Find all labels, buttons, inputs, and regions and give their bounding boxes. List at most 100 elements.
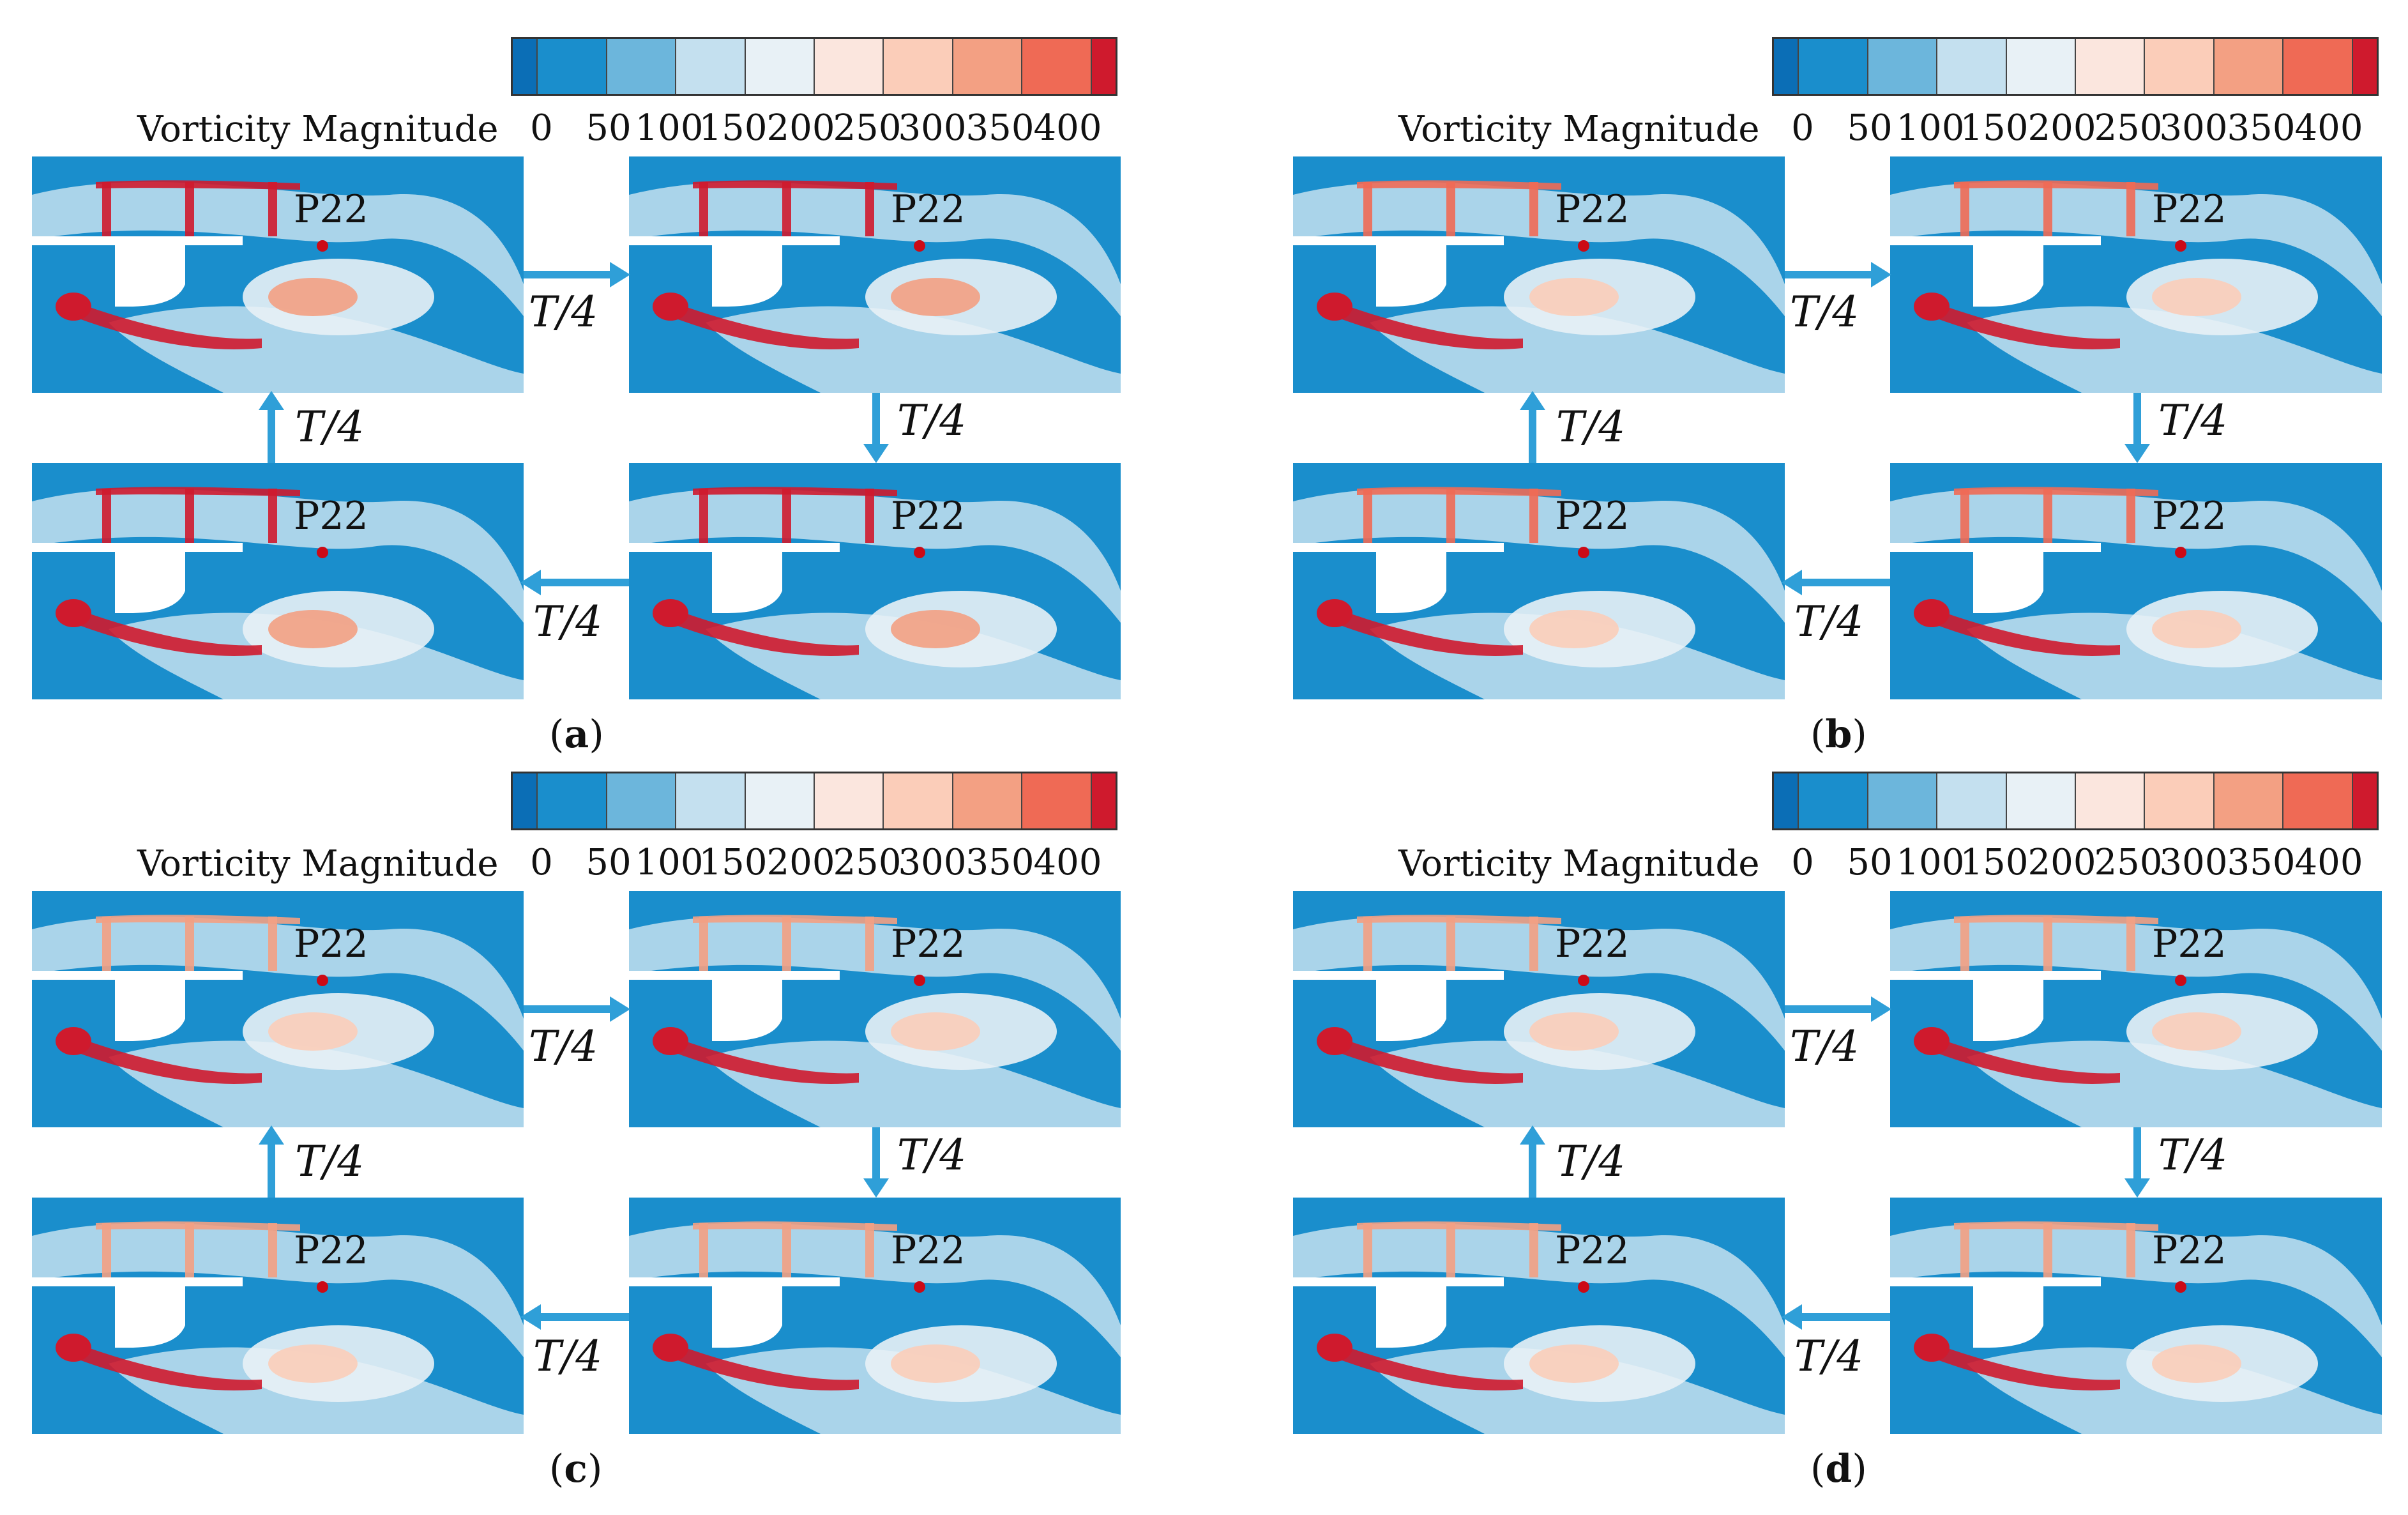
contour-panel-top-right: P22	[1890, 891, 2382, 1127]
hull-body	[712, 552, 782, 613]
wake-band-upper	[32, 181, 524, 316]
colorbar-tick-label: 400	[1033, 107, 1102, 149]
step-label-up: T/4	[1556, 1137, 1626, 1186]
upper-shear-layer	[693, 487, 897, 496]
column-shear-layer	[1529, 489, 1538, 543]
upper-shear-layer	[1357, 487, 1561, 496]
upper-shear-layer	[96, 487, 300, 496]
upper-shear-layer	[1954, 915, 2158, 924]
vortex-core	[2152, 1012, 2241, 1051]
colorbar-segment	[676, 39, 746, 94]
probe-point-label: P22	[2152, 1228, 2227, 1273]
column-shear-layer	[865, 182, 874, 236]
column-shear-layer	[102, 182, 111, 236]
column-shear-layer	[1960, 489, 1969, 543]
step-label-right: T/4	[1790, 1022, 1859, 1071]
lower-shear-layer	[64, 1035, 262, 1084]
arrow-down	[2133, 393, 2141, 447]
upper-shear-layer	[693, 180, 897, 190]
hull-body	[1376, 980, 1446, 1041]
column-shear-layer	[699, 489, 708, 543]
colorbar-segment	[2283, 773, 2353, 828]
lower-shear-layer	[1922, 1341, 2120, 1390]
deck-plate	[1890, 236, 2101, 245]
probe-point-label: P22	[1555, 494, 1630, 538]
arrow-down-head	[2124, 444, 2150, 463]
deck-plate	[32, 971, 243, 980]
colorbar-tick-label: 350	[965, 107, 1034, 149]
deck-plate	[629, 1277, 840, 1286]
colorbar-segment	[953, 39, 1023, 94]
leading-edge-vortex	[1317, 1334, 1352, 1362]
hull-body	[115, 1286, 185, 1348]
p22-marker	[1578, 547, 1589, 558]
subfigure-caption: (b)	[1810, 712, 1867, 757]
probe-point-label: P22	[294, 494, 368, 538]
leading-edge-vortex	[1317, 599, 1352, 627]
deck-plate	[1890, 971, 2101, 980]
p22-marker	[317, 547, 328, 558]
leading-edge-vortex	[653, 293, 688, 321]
wake-band-upper	[1293, 181, 1785, 316]
wake-band-lower	[1967, 306, 2382, 393]
deck-plate	[32, 543, 243, 552]
lower-shear-layer	[661, 607, 859, 656]
colorbar-tick-label: 250	[833, 107, 902, 149]
subfigure-caption: (a)	[549, 712, 604, 757]
vortex-core	[1529, 1344, 1619, 1383]
colorbar-segment	[815, 773, 884, 828]
column-shear-layer	[1960, 1223, 1969, 1277]
arrow-down-head	[2124, 1178, 2150, 1198]
colorbar-segment	[2352, 773, 2377, 828]
colorbar-tick-label: 350	[2227, 107, 2296, 149]
colorbar-segment	[1937, 39, 2007, 94]
contour-panel-bottom-right: P22	[629, 1198, 1121, 1434]
step-label-left: T/4	[1794, 1332, 1864, 1381]
wake-band-lower	[706, 1040, 1121, 1127]
upper-shear-layer	[96, 915, 300, 924]
column-shear-layer	[2126, 917, 2135, 971]
column-shear-layer	[2126, 182, 2135, 236]
arrow-right-head	[610, 996, 630, 1022]
wake-band-upper	[32, 916, 524, 1051]
contour-panel-top-right: P22	[629, 891, 1121, 1127]
colorbar-tick-label: 150	[699, 107, 768, 149]
colorbar-tick-label: 0	[530, 107, 553, 149]
subfigure-b: Vorticity Magnitude 0 50 100 150 200 250 300 35…	[1261, 0, 2408, 757]
step-label-down: T/4	[897, 1131, 967, 1180]
step-label-left: T/4	[533, 597, 603, 646]
column-shear-layer	[1529, 182, 1538, 236]
column-shear-layer	[185, 489, 194, 543]
colorbar-segment	[2076, 773, 2146, 828]
arrow-up	[1529, 1143, 1536, 1198]
colorbar-tick-label: 100	[1896, 842, 1965, 883]
arrow-down-head	[863, 444, 889, 463]
lower-shear-layer	[661, 1341, 859, 1390]
hull-body	[712, 1286, 782, 1348]
step-label-up: T/4	[1556, 402, 1626, 452]
column-shear-layer	[268, 182, 277, 236]
deck-plate	[629, 971, 840, 980]
wake-band-upper	[629, 1222, 1121, 1357]
probe-point-label: P22	[891, 187, 965, 232]
leading-edge-vortex	[1914, 1027, 1950, 1055]
colorbar-segment	[1868, 39, 1938, 94]
vortex-core	[891, 1344, 980, 1383]
vortex-core	[1529, 278, 1619, 316]
wake-band-lower	[1370, 306, 1785, 393]
hull-body	[1376, 1286, 1446, 1348]
arrow-up-head	[1520, 1125, 1545, 1145]
colorbar-tick-label: 400	[2294, 107, 2363, 149]
p22-marker	[1578, 1281, 1589, 1293]
wake-band-upper	[1890, 488, 2382, 623]
upper-shear-layer	[1357, 1221, 1561, 1231]
subfigure-letter: a	[564, 712, 589, 757]
wake-band-upper	[629, 488, 1121, 623]
lower-shear-layer	[64, 300, 262, 349]
column-shear-layer	[865, 1223, 874, 1277]
wake-band-upper	[32, 488, 524, 623]
colorbar-segment	[513, 773, 538, 828]
colorbar-segment	[1868, 773, 1938, 828]
column-shear-layer	[185, 1223, 194, 1277]
leading-edge-vortex	[653, 599, 688, 627]
